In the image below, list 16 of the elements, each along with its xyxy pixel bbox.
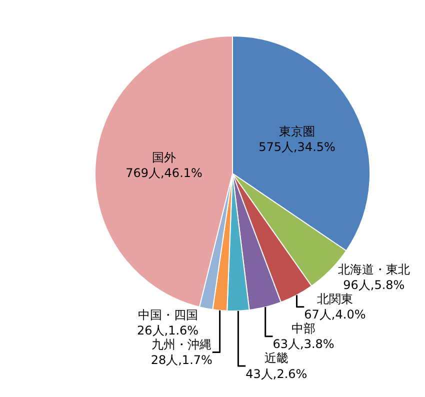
slice-label: 近畿 [264,351,288,366]
slice-label: 九州・沖縄 [152,337,212,352]
data-label: 96人,5.8% [343,278,405,292]
data-label: 43人,2.6% [246,366,308,381]
data-label: 26人,1.6% [137,323,199,338]
data-label: 28人,1.7% [150,353,212,368]
slice-label: 中国・四国 [138,308,198,322]
slice-label: 中部 [292,322,316,336]
data-label: 67人,4.0% [304,308,366,322]
slice-label: 国外 [152,150,176,164]
data-label: 63人,3.8% [272,337,334,352]
data-label: 575人,34.5% [258,140,336,154]
slice-label: 東京圏 [279,124,316,139]
slice-label: 北海道・東北 [338,262,410,276]
slice-label: 北関東 [316,292,353,306]
data-label: 769人,46.1% [126,166,202,180]
